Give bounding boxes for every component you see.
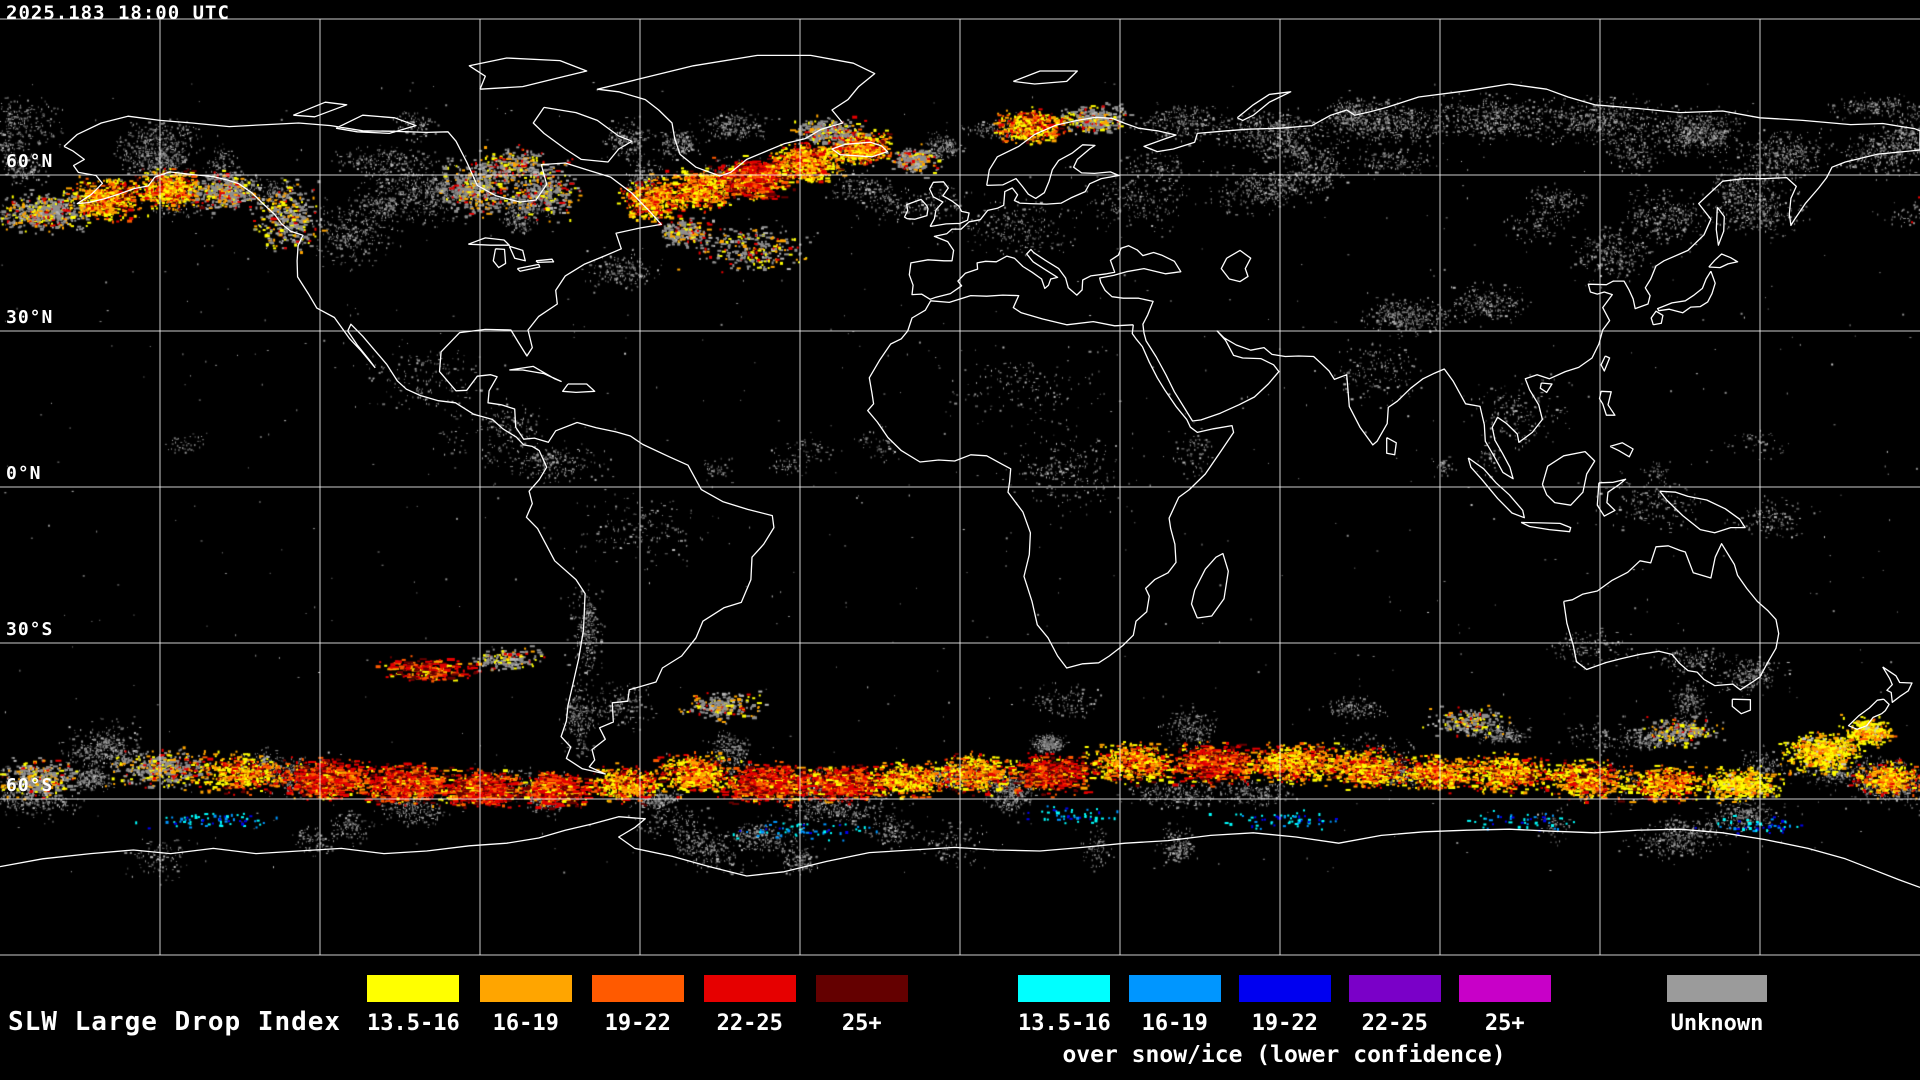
lat-label-1: 30°N [6, 307, 54, 328]
legend-cool-group: 13.5-16 16-19 19-22 22-25 25+ [1018, 975, 1551, 1036]
legend-cool-swatch-0 [1018, 975, 1111, 1002]
legend-cool-item-1: 16-19 [1128, 975, 1221, 1036]
legend-cool-item-4: 25+ [1458, 975, 1551, 1036]
legend: SLW Large Drop Index 13.5-16 16-19 19-22 22… [0, 965, 1920, 1080]
legend-cool-swatch-4 [1458, 975, 1551, 1002]
legend-unknown-swatch [1667, 975, 1767, 1002]
coastline-grid-overlay [0, 18, 1920, 956]
legend-unknown-group: Unknown [1667, 975, 1767, 1036]
graticule [0, 18, 1920, 956]
legend-unknown-item: Unknown [1667, 975, 1767, 1036]
legend-warm-swatch-3 [703, 975, 796, 1002]
legend-warm-swatch-2 [591, 975, 684, 1002]
legend-warm-item-0: 13.5-16 [367, 975, 460, 1036]
legend-cool-label-3: 22-25 [1361, 1011, 1428, 1036]
legend-warm-label-3: 22-25 [716, 1011, 783, 1036]
legend-warm-item-2: 19-22 [591, 975, 684, 1036]
legend-warm-item-3: 22-25 [703, 975, 796, 1036]
legend-cool-item-2: 19-22 [1238, 975, 1331, 1036]
lat-label-2: 0°N [6, 463, 42, 484]
legend-cool-swatch-3 [1348, 975, 1441, 1002]
legend-warm-label-2: 19-22 [604, 1011, 671, 1036]
legend-cool-item-0: 13.5-16 [1018, 975, 1111, 1036]
legend-cool-label-4: 25+ [1484, 1011, 1525, 1036]
world-map: 2025.183 18:00 UTC 60°N 30°N 0°N 30°S 60°S [0, 0, 1920, 965]
legend-cool-swatch-2 [1238, 975, 1331, 1002]
legend-cool-label-0: 13.5-16 [1018, 1011, 1111, 1036]
legend-cool-label-1: 16-19 [1141, 1011, 1208, 1036]
legend-cool-caption: over snow/ice (lower confidence) [1062, 1042, 1506, 1068]
legend-title: SLW Large Drop Index [8, 1007, 342, 1037]
lat-label-0: 60°N [6, 151, 54, 172]
lat-label-4: 60°S [6, 775, 54, 796]
legend-warm-swatch-0 [367, 975, 460, 1002]
legend-cool-label-2: 19-22 [1251, 1011, 1318, 1036]
legend-unknown-label: Unknown [1670, 1011, 1764, 1036]
coastlines [0, 54, 1920, 889]
legend-warm-label-1: 16-19 [492, 1011, 559, 1036]
legend-warm-swatch-4 [815, 975, 908, 1002]
legend-warm-item-4: 25+ [815, 975, 908, 1036]
timestamp: 2025.183 18:00 UTC [6, 2, 230, 24]
legend-warm-group: 13.5-16 16-19 19-22 22-25 25+ [367, 975, 908, 1036]
lat-label-3: 30°S [6, 619, 54, 640]
legend-warm-swatch-1 [479, 975, 572, 1002]
legend-cool-swatch-1 [1128, 975, 1221, 1002]
legend-warm-label-4: 25+ [841, 1011, 882, 1036]
legend-warm-item-1: 16-19 [479, 975, 572, 1036]
legend-cool-item-3: 22-25 [1348, 975, 1441, 1036]
legend-warm-label-0: 13.5-16 [367, 1011, 460, 1036]
